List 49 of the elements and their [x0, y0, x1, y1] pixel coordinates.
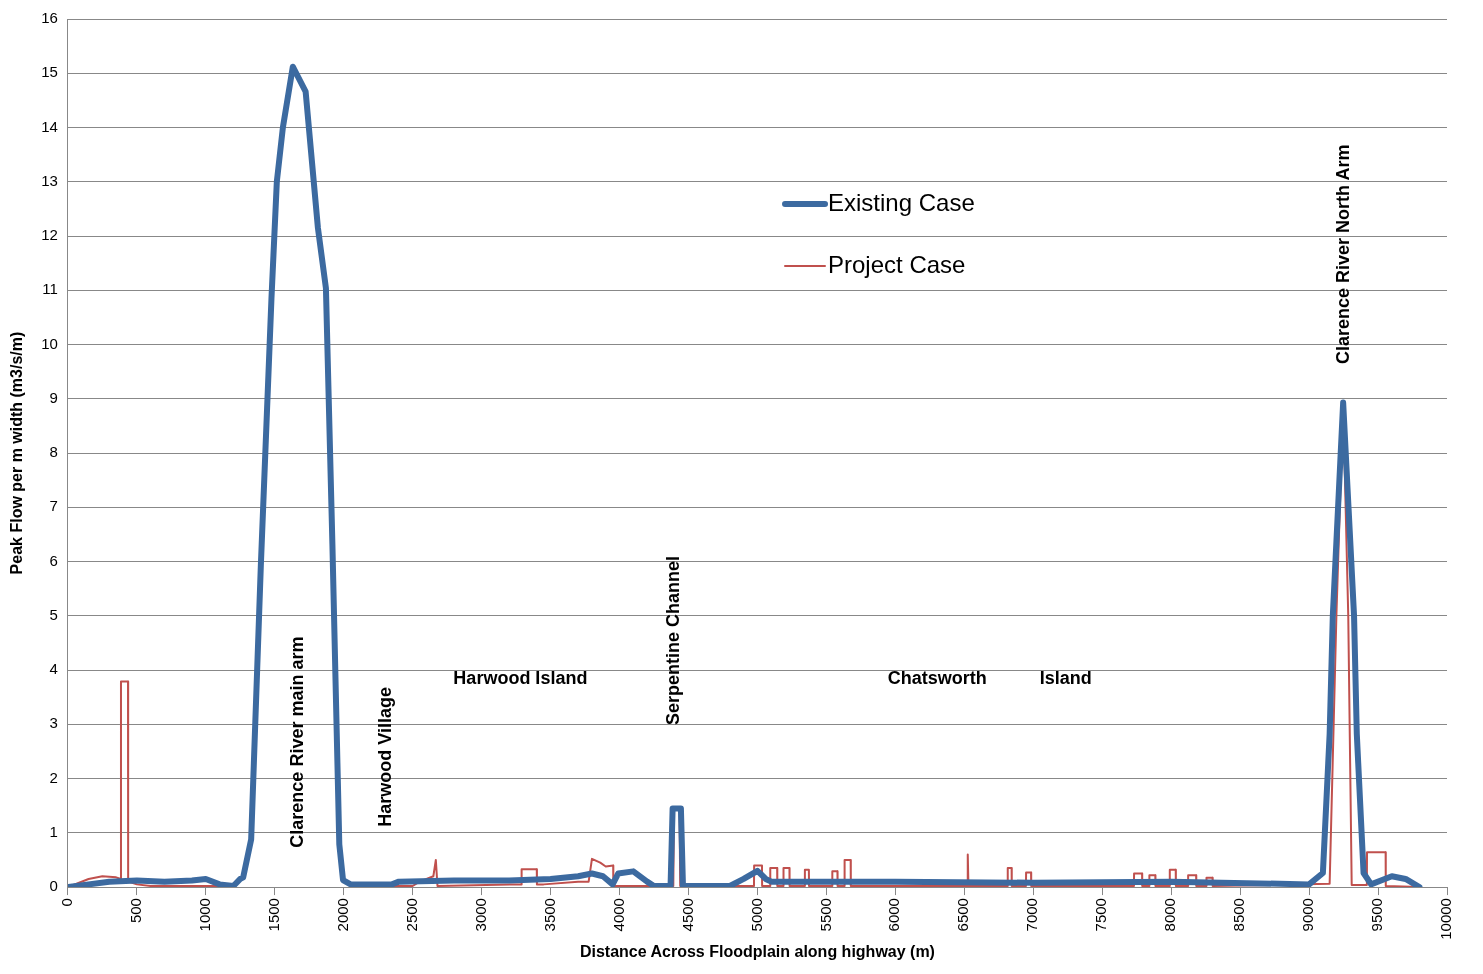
y-tick-label: 0: [49, 877, 58, 895]
y-tick-label: 16: [41, 9, 58, 27]
x-tick-label: 1500: [264, 898, 282, 932]
legend-label: Existing Case: [828, 188, 975, 216]
x-tick-label: 5000: [747, 898, 765, 932]
x-tick-label: 7500: [1092, 898, 1110, 932]
x-tick-label: 4500: [678, 898, 696, 932]
y-tick-label: 1: [49, 822, 58, 840]
x-tick-label: 500: [126, 898, 144, 924]
x-tick-label: 3500: [540, 898, 558, 932]
x-tick-label: 0: [58, 898, 76, 907]
annotation: Harwood Village: [374, 687, 395, 827]
y-tick-label: 8: [49, 443, 58, 461]
x-tick-label: 9000: [1299, 898, 1317, 932]
x-tick-label: 2000: [333, 898, 351, 932]
annotation: Island: [1039, 667, 1092, 688]
y-tick-label: 9: [49, 388, 58, 406]
y-tick-label: 4: [49, 660, 58, 678]
x-tick-label: 8500: [1230, 898, 1248, 932]
x-tick-label: 2500: [402, 898, 420, 932]
y-tick-label: 14: [41, 117, 58, 135]
annotation: Clarence River main arm: [287, 636, 308, 848]
x-tick-label: 6000: [885, 898, 903, 932]
y-tick-label: 7: [49, 497, 58, 515]
y-tick-label: 5: [49, 605, 58, 623]
y-tick-label: 10: [41, 334, 58, 352]
x-tick-label: 3000: [471, 898, 489, 932]
y-tick-label: 3: [49, 714, 58, 732]
x-axis-title: Distance Across Floodplain along highway (m): [579, 942, 935, 960]
x-tick-label: 6500: [954, 898, 972, 932]
y-tick-label: 13: [41, 171, 58, 189]
x-tick-label: 7000: [1023, 898, 1041, 932]
annotation: Clarence River North Arm: [1332, 144, 1353, 364]
y-tick-label: 6: [49, 551, 58, 569]
annotation: Serpentine Channel: [663, 556, 684, 726]
y-tick-label: 2: [49, 768, 58, 786]
x-tick-label: 4000: [609, 898, 627, 932]
x-tick-label: 10000: [1437, 898, 1455, 940]
y-tick-label: 12: [41, 226, 58, 244]
x-tick-label: 9500: [1368, 898, 1386, 932]
x-tick-label: 5500: [816, 898, 834, 932]
y-tick-label: 11: [42, 280, 58, 298]
y-axis-title: Peak Flow per m width (m3/s/m): [8, 331, 26, 575]
x-tick-label: 8000: [1161, 898, 1179, 932]
y-tick-label: 15: [41, 63, 58, 81]
legend-label: Project Case: [828, 250, 966, 278]
x-tick-label: 1000: [195, 898, 213, 932]
annotation: Chatsworth: [887, 667, 987, 688]
annotation: Harwood Island: [453, 667, 588, 688]
